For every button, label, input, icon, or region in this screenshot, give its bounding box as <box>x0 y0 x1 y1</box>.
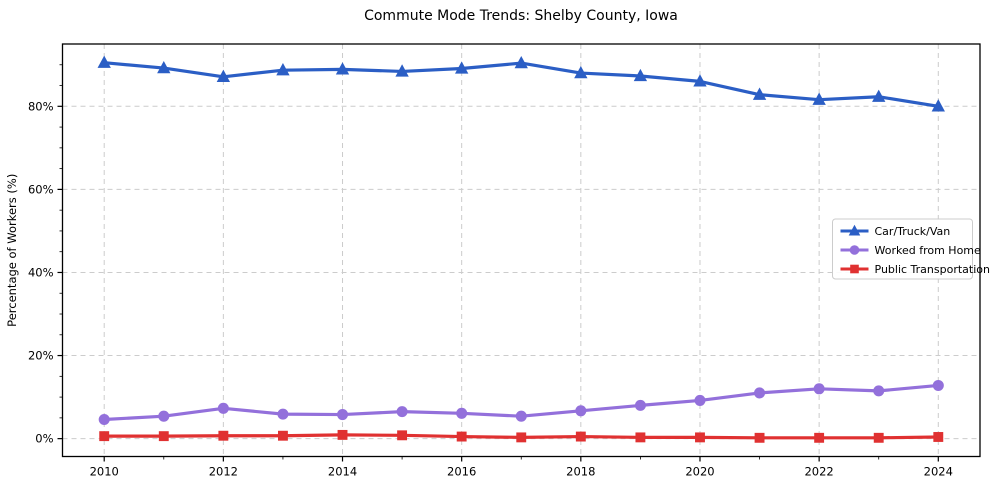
square-marker <box>516 432 527 443</box>
triangle-marker <box>395 64 409 77</box>
circle-marker <box>336 409 349 421</box>
x-tick-label: 2022 <box>804 465 833 479</box>
y-axis-label: Percentage of Workers (%) <box>5 174 19 327</box>
triangle-marker <box>97 55 111 68</box>
y-tick-label: 0% <box>35 432 53 446</box>
square-marker <box>754 432 765 443</box>
circle-marker <box>217 402 229 414</box>
triangle-marker <box>514 55 528 69</box>
circle-marker <box>456 407 468 419</box>
triangle-marker <box>335 62 350 75</box>
square-marker <box>635 432 646 443</box>
circle-marker <box>277 408 289 420</box>
circle-marker <box>515 410 527 422</box>
circle-marker <box>396 406 408 418</box>
circle-marker <box>754 387 766 399</box>
triangle-marker <box>633 68 648 82</box>
triangle-marker <box>872 89 886 102</box>
square-marker <box>277 430 288 441</box>
square-marker <box>218 430 229 441</box>
x-tick-label: 2024 <box>924 465 953 479</box>
y-tick-label: 60% <box>28 182 54 196</box>
x-tick-label: 2016 <box>447 465 476 479</box>
square-marker <box>99 431 110 442</box>
triangle-marker <box>931 99 945 112</box>
square-marker <box>158 431 169 442</box>
square-marker <box>695 432 705 443</box>
triangle-marker <box>812 92 826 105</box>
legend-circle-marker <box>849 245 860 255</box>
legend-box <box>832 218 973 280</box>
triangle-marker <box>276 63 290 76</box>
y-tick-label: 20% <box>28 349 54 363</box>
x-tick-label: 2018 <box>566 465 595 479</box>
circle-marker <box>873 385 885 397</box>
square-marker <box>575 431 586 442</box>
square-marker <box>873 432 884 443</box>
circle-marker <box>98 414 110 426</box>
square-marker <box>337 429 348 440</box>
triangle-marker <box>455 61 469 74</box>
square-marker <box>933 432 944 442</box>
plot-border <box>61 43 981 458</box>
circle-marker <box>575 405 587 417</box>
circle-marker <box>634 399 646 411</box>
triangle-marker <box>693 74 707 87</box>
circle-marker <box>158 410 170 422</box>
circle-marker <box>813 383 825 395</box>
triangle-marker <box>216 69 231 82</box>
x-tick-label: 2010 <box>90 465 119 479</box>
triangle-marker <box>157 60 171 74</box>
legend-label: Public Transportation <box>875 263 990 276</box>
circle-marker <box>694 394 706 406</box>
legend-label: Car/Truck/Van <box>875 225 951 238</box>
square-marker <box>456 431 467 442</box>
y-tick-label: 40% <box>28 265 54 279</box>
x-tick-label: 2020 <box>685 465 714 479</box>
legend-triangle-marker <box>848 224 861 236</box>
triangle-marker <box>574 65 588 79</box>
legend-label: Worked from Home <box>875 244 982 257</box>
chart-title: Commute Mode Trends: Shelby County, Iowa <box>364 8 678 24</box>
triangle-marker <box>752 87 767 100</box>
square-marker <box>397 430 408 441</box>
y-tick-label: 80% <box>28 99 54 113</box>
circle-marker <box>932 379 944 391</box>
square-marker <box>814 432 825 443</box>
x-tick-label: 2014 <box>328 465 357 479</box>
legend-square-marker <box>850 264 859 274</box>
x-tick-label: 2012 <box>209 465 238 479</box>
